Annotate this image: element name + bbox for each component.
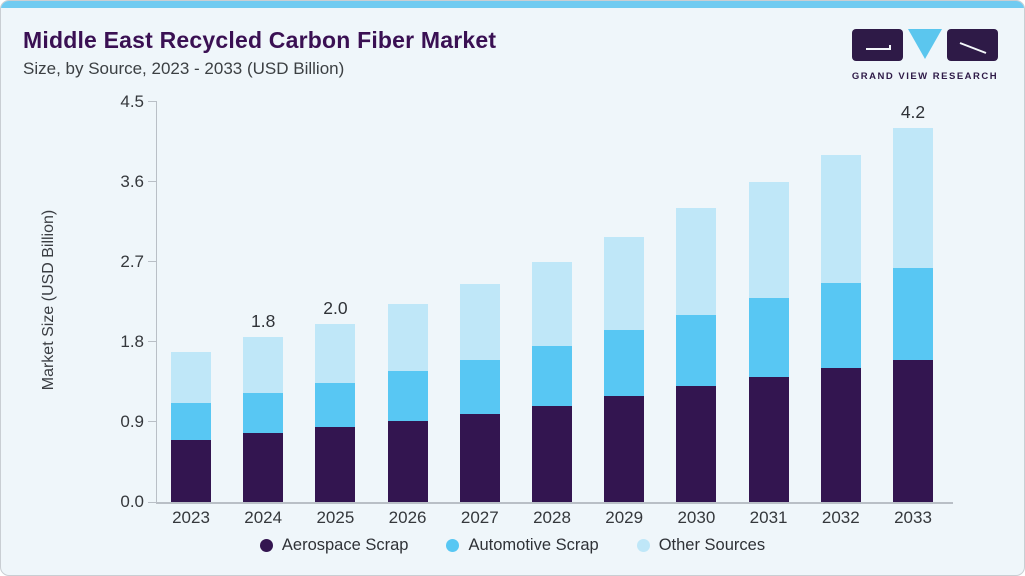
legend-item: Aerospace Scrap [259,536,409,555]
legend-label: Automotive Scrap [468,536,599,554]
x-tick-label: 2029 [605,508,644,527]
y-tick-label: 0.9 [120,411,144,431]
brand-name: GRAND VIEW RESEARCH [851,71,999,82]
legend-item: Other Sources [636,536,766,555]
bar-segment-aerospace-scrap [387,421,428,502]
legend-label: Other Sources [658,536,766,554]
bar-segment-aerospace-scrap [604,396,645,502]
x-tick-label: 2027 [460,508,499,527]
gvr-logo-icon [852,29,998,61]
bar-total-label: 1.8 [251,311,276,332]
bar-segment-other-sources [676,208,717,316]
legend-swatch [259,539,273,552]
x-tick-label: 2032 [821,508,860,527]
y-tick [148,501,156,503]
x-axis [156,502,953,504]
y-axis [156,101,157,502]
bar-segment-other-sources [532,261,572,347]
y-tick [148,261,156,263]
y-tick [148,101,156,102]
bar-segment-automotive-scrap [893,267,933,360]
bar-total-label: 4.2 [900,102,926,123]
x-tick-label: 2024 [244,508,283,527]
bar-segment-automotive-scrap [604,330,645,397]
bar-segment-other-sources [171,352,211,404]
bar-segment-other-sources [243,337,284,393]
bar-segment-aerospace-scrap [315,427,356,502]
bar-total-label: 2.0 [323,298,348,318]
x-tick-label: 2028 [533,508,571,527]
bar-segment-automotive-scrap [532,346,572,406]
x-tick-label: 2026 [388,508,427,527]
top-accent-bar [1,1,1024,8]
legend: Aerospace Scrap Automotive Scrap Other Sou… [1,536,1024,555]
bar-segment-other-sources [893,128,933,268]
bar-segment-aerospace-scrap [243,433,284,502]
bar-segment-aerospace-scrap [748,377,789,502]
y-tick-label: 0.0 [120,492,144,511]
y-tick-label: 2.7 [120,251,144,271]
bar-segment-aerospace-scrap [459,413,500,502]
brand-logo: GRAND VIEW RESEARCH [850,29,1000,82]
y-tick-label: 1.8 [120,331,144,351]
bar-segment-automotive-scrap [171,403,211,440]
bar-segment-automotive-scrap [387,371,428,421]
legend-swatch [446,539,460,552]
legend-swatch [636,539,650,552]
bar-segment-other-sources [315,324,356,383]
bar-segment-other-sources [459,283,500,360]
page-title: Middle East Recycled Carbon Fiber Market [23,27,497,53]
chart-header: Middle East Recycled Carbon Fiber Market… [23,27,496,79]
bar-segment-other-sources [604,236,645,331]
bar-segment-aerospace-scrap [532,405,572,502]
x-tick-label: 2025 [316,508,355,527]
x-tick-label: 2031 [749,508,788,527]
bar-segment-other-sources [387,304,428,372]
y-tick [148,181,156,183]
y-axis-title: Market Size (USD Billion) [40,209,57,391]
bar-segment-aerospace-scrap [893,359,933,502]
bar-segment-automotive-scrap [820,283,861,368]
bar-segment-automotive-scrap [243,392,284,434]
bar-segment-automotive-scrap [459,359,500,414]
y-tick [148,341,156,343]
y-tick-label: 4.5 [120,91,144,111]
bar-segment-automotive-scrap [676,315,717,387]
bar-segment-aerospace-scrap [171,439,211,502]
x-tick-label: 2023 [172,508,210,527]
y-tick [148,421,156,423]
y-tick-label: 3.6 [120,171,144,191]
bar-segment-automotive-scrap [315,382,356,428]
x-tick-label: 2033 [894,508,932,527]
bar-segment-aerospace-scrap [820,367,861,502]
bar-segment-other-sources [748,181,789,299]
legend-label: Aerospace Scrap [281,536,409,554]
x-tick-label: 2030 [677,508,716,527]
bar-segment-other-sources [820,154,861,284]
legend-item: Automotive Scrap [446,536,599,555]
page-subtitle: Size, by Source, 2023 - 2033 (USD Billio… [23,59,345,78]
bar-segment-aerospace-scrap [676,386,717,502]
bar-segment-automotive-scrap [748,298,789,378]
